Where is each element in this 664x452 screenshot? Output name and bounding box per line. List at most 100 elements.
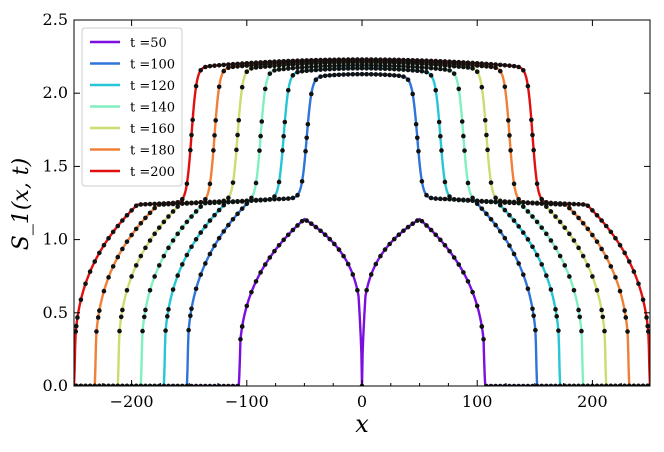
data-point — [520, 199, 526, 205]
data-point — [585, 203, 591, 209]
data-point — [216, 62, 222, 68]
data-point — [267, 59, 273, 65]
data-point — [285, 232, 291, 238]
data-point — [599, 383, 604, 386]
data-point — [368, 272, 374, 277]
data-point — [281, 196, 286, 202]
data-point — [120, 383, 125, 386]
data-point — [488, 199, 494, 205]
data-point — [525, 383, 531, 386]
data-point — [272, 59, 277, 64]
data-point — [184, 252, 190, 258]
data-point — [438, 66, 443, 72]
data-point — [193, 83, 199, 89]
data-point — [170, 287, 176, 292]
data-point — [415, 64, 420, 70]
data-point — [318, 64, 323, 69]
data-point — [516, 64, 521, 70]
data-point — [502, 199, 508, 204]
data-point — [253, 60, 259, 65]
data-point — [230, 199, 236, 205]
data-point — [295, 58, 300, 63]
data-point — [212, 199, 217, 205]
data-point — [530, 200, 535, 206]
data-point — [213, 118, 218, 123]
data-point — [129, 208, 134, 213]
data-point — [594, 287, 600, 293]
data-point — [295, 223, 300, 228]
data-point — [424, 223, 429, 228]
data-point — [258, 60, 263, 65]
data-point — [212, 63, 217, 68]
data-point — [239, 206, 245, 211]
data-point — [345, 57, 351, 62]
data-point — [484, 211, 489, 217]
data-point — [447, 59, 452, 64]
data-point — [304, 64, 310, 70]
data-point — [97, 250, 102, 256]
data-point — [203, 224, 208, 229]
data-point — [613, 275, 618, 280]
data-point — [304, 218, 310, 223]
data-point — [175, 231, 180, 237]
data-point — [216, 199, 222, 204]
data-point — [230, 61, 236, 67]
data-point — [285, 196, 291, 201]
data-point — [401, 57, 406, 63]
data-point — [623, 315, 629, 320]
data-point — [556, 328, 561, 333]
data-point — [481, 336, 486, 342]
data-point — [184, 181, 190, 187]
data-point — [562, 201, 568, 206]
data-point — [484, 199, 489, 205]
x-tick-label: −200 — [110, 392, 154, 411]
data-point — [391, 236, 397, 242]
data-point — [147, 383, 153, 386]
data-point — [221, 62, 227, 68]
data-point — [147, 287, 153, 293]
data-point — [74, 329, 79, 334]
data-point — [207, 63, 213, 69]
data-point — [622, 308, 627, 313]
x-tick-label: 0 — [357, 392, 367, 411]
data-point — [143, 245, 148, 251]
data-point — [525, 209, 531, 214]
data-point — [534, 201, 540, 206]
data-point — [644, 315, 649, 320]
data-point — [525, 83, 531, 89]
data-point — [193, 200, 199, 206]
data-point — [74, 323, 79, 329]
legend-label: t =50 — [130, 36, 167, 51]
data-point — [502, 62, 508, 68]
data-point — [350, 57, 356, 62]
data-point — [451, 197, 457, 202]
data-point — [479, 199, 485, 204]
data-point — [622, 250, 627, 256]
data-point — [359, 57, 365, 62]
data-point — [433, 66, 439, 71]
data-point — [580, 202, 586, 207]
data-point — [129, 274, 134, 279]
data-point — [470, 60, 475, 66]
data-point — [115, 223, 121, 229]
data-point — [258, 270, 263, 275]
data-point — [161, 253, 167, 259]
data-point — [590, 232, 595, 238]
data-point — [309, 68, 314, 73]
data-point — [161, 201, 167, 206]
data-point — [579, 328, 584, 334]
data-point — [520, 383, 526, 386]
data-point — [212, 212, 217, 218]
data-point — [382, 247, 388, 252]
data-point — [506, 118, 511, 123]
data-point — [439, 148, 444, 153]
data-point — [281, 66, 286, 72]
data-point — [622, 383, 627, 386]
data-point — [531, 313, 536, 319]
data-point — [479, 324, 485, 329]
data-point — [534, 181, 540, 187]
data-point — [576, 201, 581, 207]
data-point — [318, 57, 323, 63]
data-point — [179, 383, 185, 386]
